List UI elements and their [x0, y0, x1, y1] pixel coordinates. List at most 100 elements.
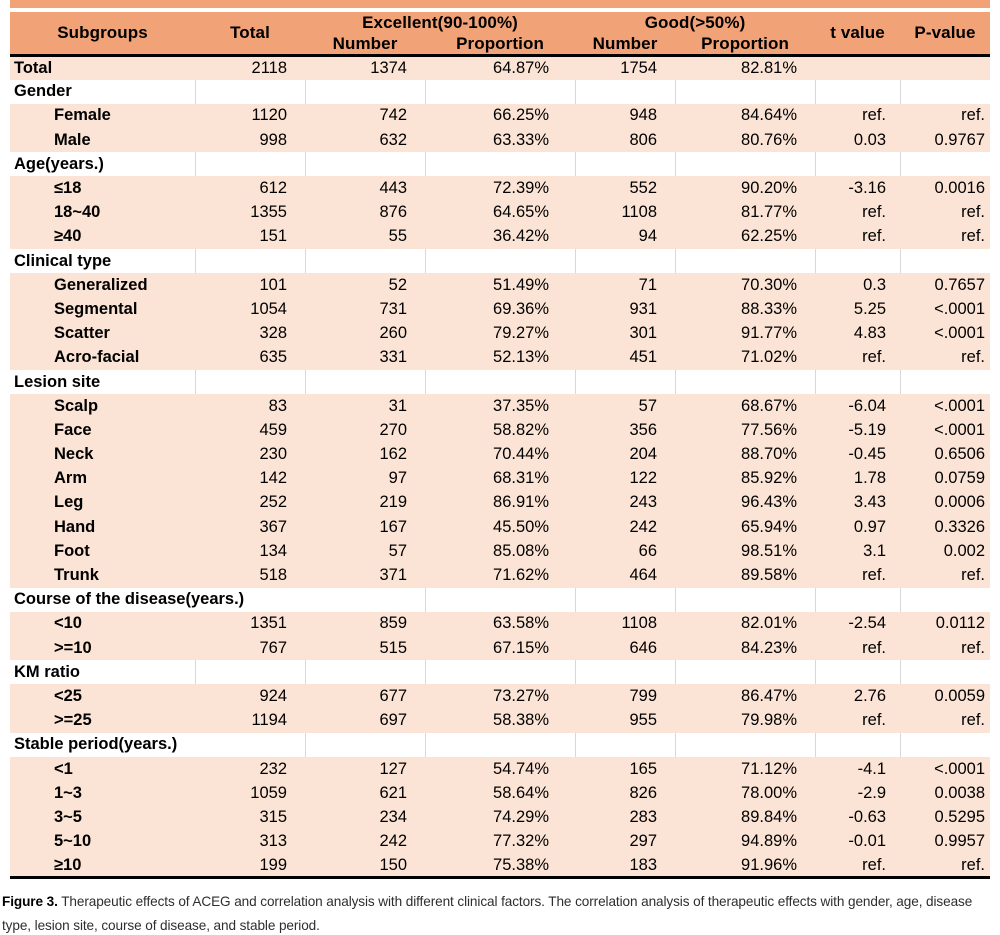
value-cell: 2118 [195, 55, 305, 80]
value-cell: -0.45 [815, 442, 901, 467]
value-cell: 1108 [575, 611, 676, 636]
value-cell: 0.0006 [900, 490, 991, 516]
value-cell: 232 [195, 756, 305, 782]
value-cell: 51.49% [425, 273, 576, 298]
col-header-p-value: P-value [900, 12, 991, 56]
row-label: <25 [10, 684, 195, 709]
value-cell: 165 [575, 756, 676, 782]
value-cell: 464 [575, 563, 676, 588]
value-cell: 0.3 [815, 273, 901, 298]
value-cell: 331 [305, 345, 425, 370]
value-cell: 0.3326 [900, 515, 991, 540]
value-cell: 1059 [195, 781, 305, 806]
value-cell: <.0001 [900, 418, 991, 443]
row-label: <1 [10, 756, 195, 782]
empty-cell [574, 249, 676, 274]
row-label: Male [10, 128, 195, 153]
value-cell: 64.87% [425, 55, 576, 80]
table-row: Segmental 1054 731 69.36% 931 88.33% 5.25 <.000… [10, 297, 991, 322]
value-cell: 0.9957 [900, 829, 991, 854]
value-cell: 5.25 [815, 297, 901, 322]
value-cell: 122 [575, 466, 676, 491]
table-row: ≥10 199 150 75.38% 183 91.96% ref. ref. [10, 853, 991, 878]
row-label: Scatter [10, 321, 195, 346]
value-cell: 31 [305, 394, 425, 419]
empty-cell [899, 587, 991, 612]
table-row: >=10 767 515 67.15% 646 84.23% ref. ref. [10, 636, 991, 661]
results-table-figure: Subgroups Total Excellent(90-100%) Good(… [10, 0, 991, 880]
empty-cell [194, 369, 305, 395]
value-cell: 742 [305, 103, 425, 129]
table-row: Trunk 518 371 71.62% 464 89.58% ref. ref. [10, 563, 991, 588]
empty-cell [674, 249, 816, 274]
value-cell: ref. [815, 200, 901, 225]
value-cell: 371 [305, 563, 425, 588]
value-cell: 0.0038 [900, 781, 991, 806]
value-cell: <.0001 [900, 297, 991, 322]
table-row: >=25 1194 697 58.38% 955 79.98% ref. ref. [10, 708, 991, 733]
table-row: <1 232 127 54.74% 165 71.12% -4.1 <.0001 [10, 756, 991, 782]
value-cell: 80.76% [675, 128, 816, 153]
value-cell: 70.30% [675, 273, 816, 298]
value-cell: -3.16 [815, 176, 901, 201]
value-cell: -6.04 [815, 394, 901, 419]
value-cell: 0.5295 [900, 805, 991, 830]
value-cell: 252 [195, 490, 305, 516]
empty-cell [814, 249, 901, 274]
table-row: 5~10 313 242 77.32% 297 94.89% -0.01 0.9957 [10, 829, 991, 854]
value-cell: 45.50% [425, 515, 576, 540]
value-cell: 799 [575, 684, 676, 709]
value-cell: 0.9767 [900, 128, 991, 153]
value-cell: 88.70% [675, 442, 816, 467]
empty-cell [304, 79, 425, 104]
value-cell: 301 [575, 321, 676, 346]
row-label: ≥10 [10, 853, 195, 878]
value-cell: 88.33% [675, 297, 816, 322]
value-cell: 0.0059 [900, 684, 991, 709]
empty-cell [424, 732, 576, 757]
value-cell: ref. [900, 103, 991, 129]
empty-cell [424, 152, 576, 177]
empty-cell [424, 660, 576, 685]
empty-cell [194, 79, 305, 104]
value-cell: 142 [195, 466, 305, 491]
value-cell: ref. [900, 853, 991, 878]
value-cell: 71.62% [425, 563, 576, 588]
row-label: Arm [10, 466, 195, 491]
value-cell: 230 [195, 442, 305, 467]
empty-cell [814, 732, 901, 757]
value-cell: 65.94% [675, 515, 816, 540]
value-cell [815, 55, 901, 80]
table-row: Scatter 328 260 79.27% 301 91.77% 4.83 <.0001 [10, 321, 991, 346]
value-cell: 66.25% [425, 103, 576, 129]
table-row: 18~40 1355 876 64.65% 1108 81.77% ref. ref. [10, 200, 991, 225]
value-cell: ref. [900, 224, 991, 249]
value-cell: 1108 [575, 200, 676, 225]
value-cell: ref. [900, 345, 991, 370]
value-cell: 451 [575, 345, 676, 370]
value-cell: -2.9 [815, 781, 901, 806]
row-label: ≥40 [10, 224, 195, 249]
value-cell: 94 [575, 224, 676, 249]
row-label: Neck [10, 442, 195, 467]
value-cell: 459 [195, 418, 305, 443]
row-label: Segmental [10, 297, 195, 322]
value-cell: <.0001 [900, 756, 991, 782]
value-cell: 367 [195, 515, 305, 540]
value-cell: 36.42% [425, 224, 576, 249]
value-cell: -2.54 [815, 611, 901, 636]
value-cell: 84.64% [675, 103, 816, 129]
value-cell: 3.1 [815, 539, 901, 564]
value-cell: 70.44% [425, 442, 576, 467]
empty-cell [814, 79, 901, 104]
empty-cell [304, 732, 425, 757]
value-cell: 79.98% [675, 708, 816, 733]
empty-cell [194, 152, 305, 177]
value-cell: 0.97 [815, 515, 901, 540]
empty-cell [899, 732, 991, 757]
row-label: Foot [10, 539, 195, 564]
empty-cell [814, 152, 901, 177]
value-cell: 71 [575, 273, 676, 298]
value-cell: 81.77% [675, 200, 816, 225]
value-cell: 1355 [195, 200, 305, 225]
